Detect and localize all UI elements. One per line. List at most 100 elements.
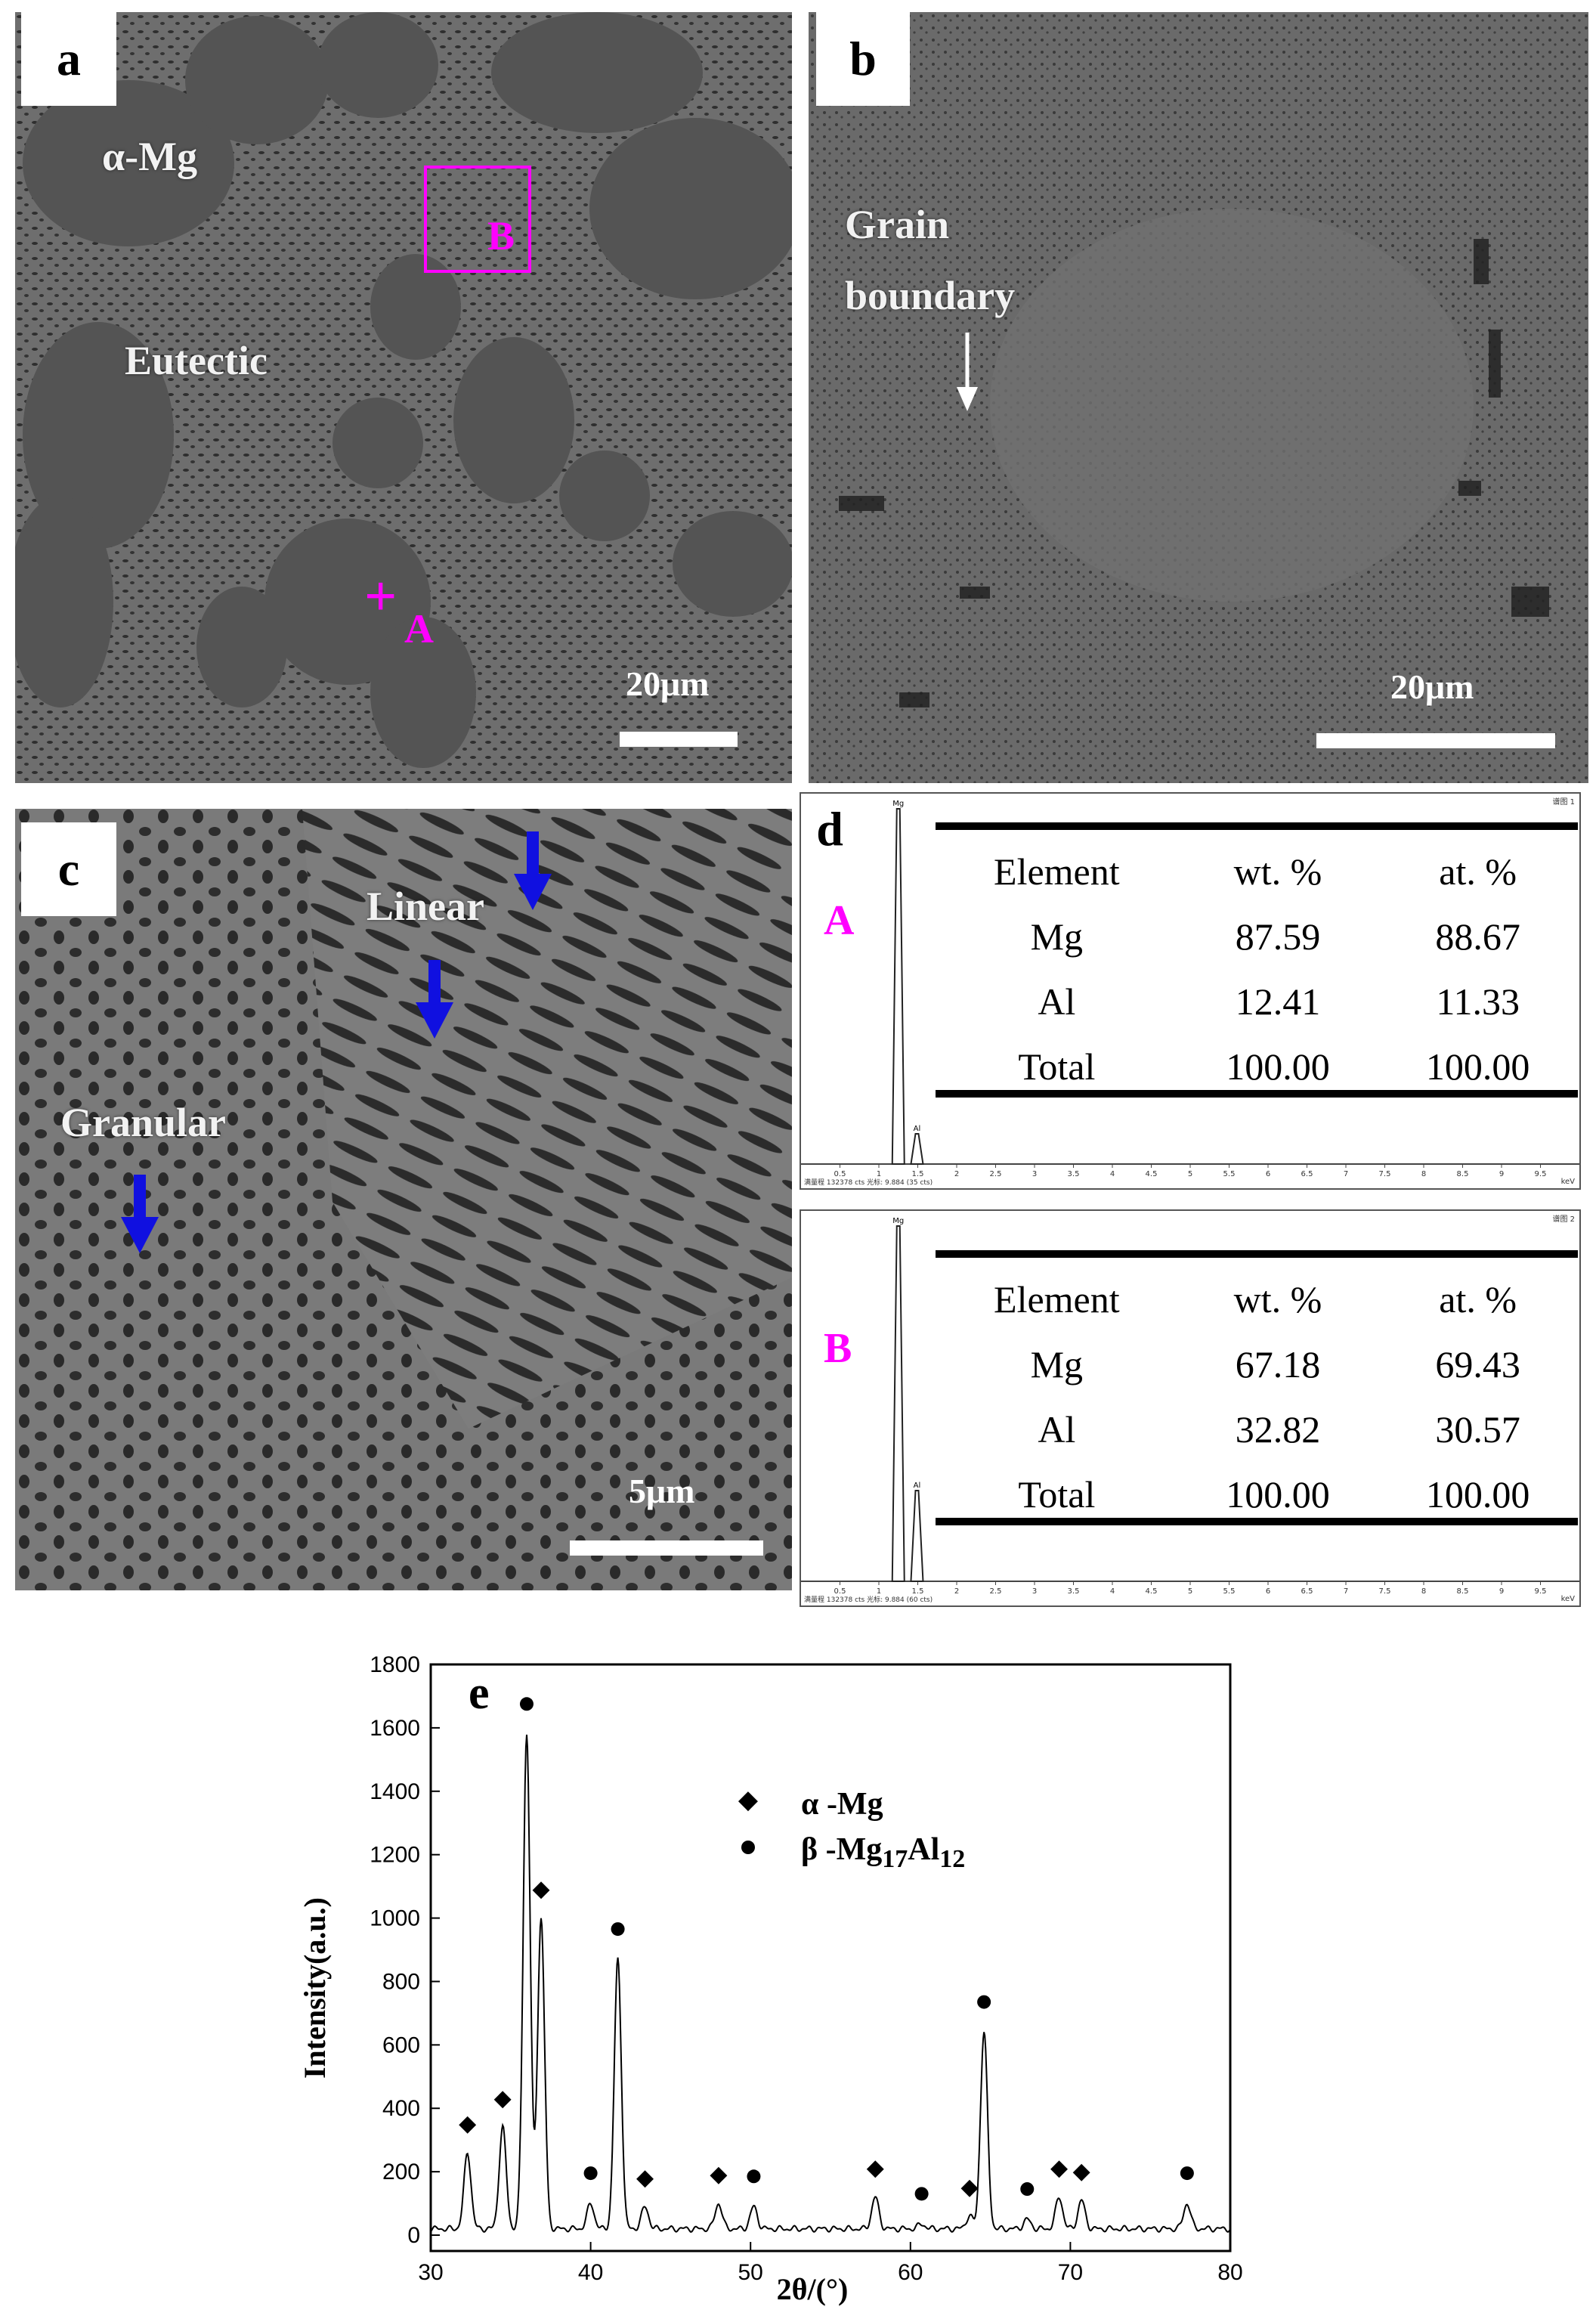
- eds-tick-label: 7: [1344, 1587, 1348, 1596]
- table-row: Al 12.41 11.33: [936, 969, 1578, 1034]
- eds-tick-label: 2: [954, 1170, 959, 1178]
- col-at-header: at. %: [1439, 1278, 1517, 1321]
- eds-mg-peak: [891, 808, 905, 1165]
- eds-tick-label: 8.5: [1457, 1587, 1469, 1596]
- eds-tick-label: 1.5: [912, 1587, 924, 1596]
- eds-tick-label: 8: [1421, 1587, 1426, 1596]
- alpha-phase-marker: ◆: [1073, 2158, 1090, 2184]
- panel-e-label: e: [469, 1667, 490, 1719]
- alpha-mg-annotation: α-Mg: [102, 134, 198, 179]
- eds-tick-label: 2: [954, 1587, 959, 1596]
- y-tick-label: 1200: [370, 1843, 420, 1868]
- legend-circle-icon: [741, 1841, 755, 1854]
- table-a-bottom-rule: [936, 1090, 1578, 1098]
- x-tick-label: 80: [1217, 2260, 1242, 2285]
- table-cell: 100.00: [1226, 1045, 1330, 1088]
- eds-tick-label: 7: [1344, 1170, 1348, 1178]
- grain-boundary-annotation-line2: boundary: [845, 273, 1016, 318]
- table-cell: 67.18: [1235, 1343, 1321, 1386]
- eds-tick-label: 8: [1421, 1170, 1426, 1178]
- alpha-phase-marker: ◆: [961, 2174, 979, 2200]
- alpha-phase-marker: ◆: [532, 1876, 549, 1903]
- panel-c-label: c: [21, 822, 116, 916]
- eds-tick-label: 7.5: [1379, 1587, 1391, 1596]
- table-a-top-rule: [936, 822, 1578, 830]
- eds-tick-label: 6: [1266, 1587, 1270, 1596]
- eds-point-a-label: A: [824, 897, 855, 944]
- eds-tick-label: 1: [877, 1170, 881, 1178]
- y-tick-label: 0: [407, 2223, 420, 2248]
- eds-tick-label: 8.5: [1457, 1170, 1469, 1178]
- table-cell: 87.59: [1235, 915, 1321, 958]
- panel-d-eds-spectrum-a: 0.5 1 1.5 2 2.5 3 3.5 4 4.5 5 5.5 6 6.5 7 7.5 8 8.5 9 9.5 k…: [800, 792, 1581, 1190]
- xrd-chart: e Intensity(a.u.) 2θ/(°) ◆ α -Mg β -Mg17…: [298, 1652, 1243, 2306]
- panel-c-sem-image: c Linear Granular 5μm: [15, 809, 792, 1590]
- granular-annotation: Granular: [60, 1100, 227, 1145]
- eds-point-b-label: B: [824, 1325, 852, 1372]
- alpha-phase-marker: ◆: [710, 2161, 727, 2188]
- y-tick-label: 800: [382, 1969, 420, 1994]
- table-cell: 100.00: [1226, 1473, 1330, 1516]
- eds-table-b: Element wt. % at. % Mg 67.18 69.43 Al 32…: [936, 1267, 1578, 1527]
- eds-tick-label: 0.5: [834, 1587, 846, 1596]
- eds-tick-label: 9.5: [1535, 1170, 1547, 1178]
- linear-arrow-icon-2: [416, 960, 453, 1039]
- region-b-box: [424, 166, 531, 273]
- eutectic-annotation: Eutectic: [125, 338, 268, 383]
- table-cell: Total: [1018, 1473, 1096, 1516]
- panel-a-label: a: [21, 12, 116, 106]
- eds-tick-label: 5.5: [1223, 1587, 1236, 1596]
- beta-phase-marker: [977, 1995, 991, 2009]
- eds-tick-label: 4.5: [1146, 1587, 1158, 1596]
- panel-b-label: b: [816, 12, 910, 106]
- panel-a-scale-label: 20μm: [626, 664, 710, 703]
- x-tick-label: 60: [898, 2260, 923, 2285]
- alpha-phase-marker: ◆: [459, 2110, 476, 2137]
- table-cell: Al: [1038, 1408, 1076, 1451]
- eds-tick-label: 3.5: [1068, 1587, 1080, 1596]
- eds-b-footer: 满量程 132378 cts 光标: 9.884 (60 cts): [804, 1596, 933, 1604]
- y-tick-label: 200: [382, 2160, 420, 2184]
- legend-beta-sub1: 17: [882, 1845, 908, 1873]
- table-b-top-rule: [936, 1250, 1578, 1258]
- eds-tick-label: 9.5: [1535, 1587, 1547, 1596]
- eds-tick-label: 1: [877, 1587, 881, 1596]
- eds-tick-label: 4: [1110, 1170, 1115, 1178]
- eds-tick-label: 4: [1110, 1587, 1115, 1596]
- grain-boundary-annotation-line1: Grain: [845, 202, 950, 247]
- x-tick-label: 40: [578, 2260, 603, 2285]
- linear-annotation: Linear: [367, 884, 484, 929]
- eds-mg-peak-label: Mg: [892, 800, 904, 808]
- x-tick-label: 50: [738, 2260, 763, 2285]
- panel-a-micrograph: [15, 12, 792, 783]
- point-a-label: A: [404, 606, 434, 652]
- table-b-bottom-rule: [936, 1518, 1578, 1525]
- eds-tick-label: 7.5: [1379, 1170, 1391, 1178]
- grain-boundary-arrow-icon: [957, 333, 978, 411]
- table-row: Total 100.00 100.00: [936, 1034, 1578, 1099]
- eds-al-peak: [910, 1133, 924, 1165]
- panel-b-scale-label: 20μm: [1390, 667, 1474, 706]
- legend-diamond-icon: ◆: [738, 1785, 759, 1815]
- panel-a-sem-image: a α-Mg Eutectic B + A 20μm: [15, 12, 792, 783]
- eds-tick-label: 2.5: [990, 1587, 1002, 1596]
- x-tick-label: 70: [1058, 2260, 1083, 2285]
- eds-a-footer: 满量程 132378 cts 光标: 9.884 (35 cts): [804, 1179, 933, 1187]
- plot-frame: [429, 1663, 1232, 2253]
- beta-phase-marker: [611, 1922, 625, 1937]
- beta-phase-marker: [1180, 2166, 1194, 2181]
- eds-tick-label: 3.5: [1068, 1170, 1080, 1178]
- eds-al-peak: [910, 1490, 924, 1582]
- table-cell: Total: [1018, 1045, 1096, 1088]
- eds-tick-label: 5.5: [1223, 1170, 1236, 1178]
- y-axis-label: Intensity(a.u.): [298, 1897, 332, 2079]
- table-row: Total 100.00 100.00: [936, 1462, 1578, 1527]
- legend-beta-sub2: 12: [939, 1845, 965, 1873]
- panel-c-scale-label: 5μm: [629, 1472, 695, 1510]
- granular-arrow-icon: [121, 1175, 159, 1253]
- eds-tick-label: 5: [1188, 1170, 1192, 1178]
- table-cell: 100.00: [1425, 1045, 1530, 1088]
- legend-beta-label: β -Mg17Al12: [801, 1832, 965, 1873]
- eds-mg-peak-label: Mg: [892, 1217, 904, 1225]
- eds-unit-label: keV: [1561, 1178, 1576, 1186]
